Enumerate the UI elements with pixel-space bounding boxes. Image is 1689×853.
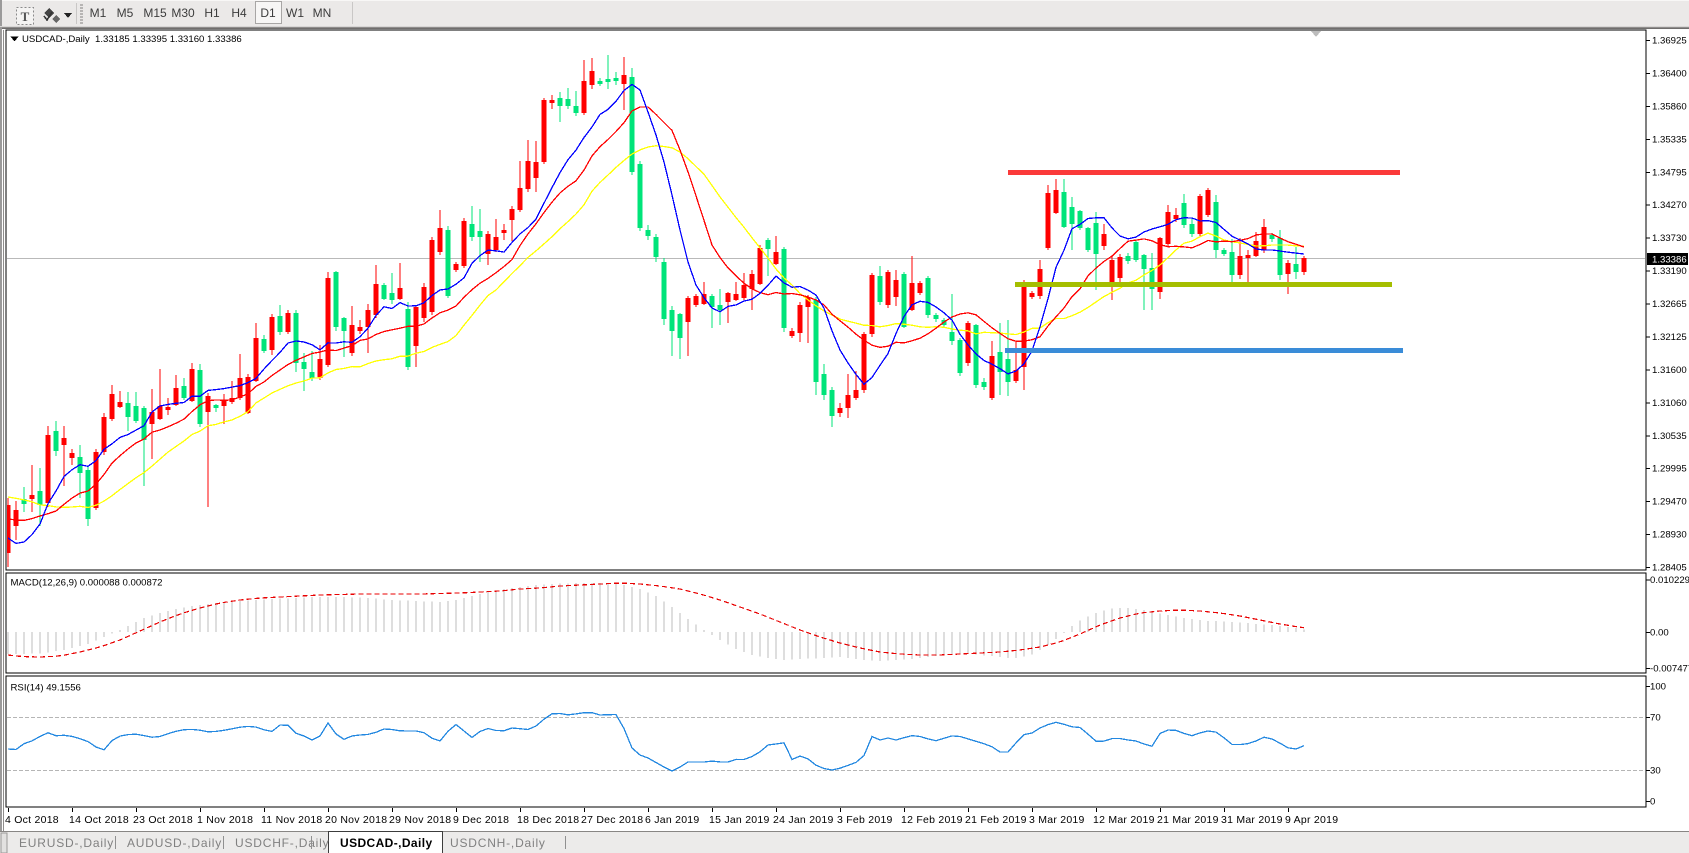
svg-text:0.010229: 0.010229 bbox=[1650, 575, 1689, 586]
svg-text:1.35860: 1.35860 bbox=[1652, 101, 1687, 112]
svg-text:30: 30 bbox=[1650, 766, 1661, 777]
svg-text:H4: H4 bbox=[231, 6, 247, 20]
svg-text:1.32665: 1.32665 bbox=[1652, 299, 1687, 310]
svg-text:D1: D1 bbox=[260, 6, 276, 20]
svg-text:T: T bbox=[21, 9, 30, 24]
svg-text:18 Dec 2018: 18 Dec 2018 bbox=[517, 814, 579, 826]
svg-text:1.33190: 1.33190 bbox=[1652, 266, 1687, 277]
svg-text:6 Jan 2019: 6 Jan 2019 bbox=[645, 814, 699, 826]
svg-text:W1: W1 bbox=[286, 6, 304, 20]
svg-text:RSI(14) 49.1556: RSI(14) 49.1556 bbox=[11, 683, 81, 694]
svg-text:1.28405: 1.28405 bbox=[1652, 563, 1687, 574]
svg-text:1.33730: 1.33730 bbox=[1652, 233, 1687, 244]
svg-text:1.32125: 1.32125 bbox=[1652, 332, 1687, 343]
svg-text:MACD(12,26,9) 0.000088 0.00087: MACD(12,26,9) 0.000088 0.000872 bbox=[11, 578, 163, 589]
svg-text:0: 0 bbox=[1650, 797, 1655, 808]
svg-text:1.34795: 1.34795 bbox=[1652, 167, 1687, 178]
svg-text:-0.007477: -0.007477 bbox=[1650, 664, 1689, 675]
svg-text:1.36400: 1.36400 bbox=[1652, 68, 1687, 79]
svg-text:1.28930: 1.28930 bbox=[1652, 530, 1687, 541]
svg-text:1 Nov 2018: 1 Nov 2018 bbox=[197, 814, 253, 826]
svg-text:M15: M15 bbox=[143, 6, 167, 20]
svg-text:USDCAD-,Daily: USDCAD-,Daily bbox=[340, 836, 433, 850]
svg-text:H1: H1 bbox=[204, 6, 220, 20]
svg-text:23 Oct 2018: 23 Oct 2018 bbox=[133, 814, 193, 826]
svg-text:9 Dec 2018: 9 Dec 2018 bbox=[453, 814, 509, 826]
svg-text:24 Jan 2019: 24 Jan 2019 bbox=[773, 814, 834, 826]
svg-text:1.33386: 1.33386 bbox=[1652, 255, 1687, 266]
svg-text:70: 70 bbox=[1650, 713, 1661, 724]
svg-text:21 Feb 2019: 21 Feb 2019 bbox=[965, 814, 1027, 826]
svg-text:MN: MN bbox=[313, 6, 332, 20]
svg-text:EURUSD-,Daily: EURUSD-,Daily bbox=[19, 836, 114, 850]
svg-text:M1: M1 bbox=[90, 6, 107, 20]
svg-text:29 Nov 2018: 29 Nov 2018 bbox=[389, 814, 451, 826]
svg-text:1.30535: 1.30535 bbox=[1652, 431, 1687, 442]
svg-text:4 Oct 2018: 4 Oct 2018 bbox=[5, 814, 59, 826]
svg-text:27 Dec 2018: 27 Dec 2018 bbox=[581, 814, 643, 826]
svg-text:12 Mar 2019: 12 Mar 2019 bbox=[1093, 814, 1155, 826]
svg-text:M30: M30 bbox=[171, 6, 195, 20]
svg-text:100: 100 bbox=[1650, 682, 1666, 693]
svg-text:15 Jan 2019: 15 Jan 2019 bbox=[709, 814, 770, 826]
svg-text:9 Apr 2019: 9 Apr 2019 bbox=[1285, 814, 1338, 826]
svg-text:12 Feb 2019: 12 Feb 2019 bbox=[901, 814, 963, 826]
svg-text:31 Mar 2019: 31 Mar 2019 bbox=[1221, 814, 1283, 826]
svg-text:3 Feb 2019: 3 Feb 2019 bbox=[837, 814, 893, 826]
svg-text:USDCAD-,Daily 1.33185 1.33395: USDCAD-,Daily 1.33185 1.33395 1.33160 1.… bbox=[22, 34, 242, 45]
svg-text:1.35335: 1.35335 bbox=[1652, 134, 1687, 145]
svg-text:1.29995: 1.29995 bbox=[1652, 464, 1687, 475]
svg-text:21 Mar 2019: 21 Mar 2019 bbox=[1157, 814, 1219, 826]
svg-text:1.31600: 1.31600 bbox=[1652, 365, 1687, 376]
svg-text:1.31060: 1.31060 bbox=[1652, 398, 1687, 409]
svg-text:1.36925: 1.36925 bbox=[1652, 36, 1687, 47]
svg-text:M5: M5 bbox=[117, 6, 134, 20]
svg-text:AUDUSD-,Daily: AUDUSD-,Daily bbox=[127, 836, 222, 850]
svg-text:1.34270: 1.34270 bbox=[1652, 200, 1687, 211]
svg-text:14 Oct 2018: 14 Oct 2018 bbox=[69, 814, 129, 826]
svg-text:1.29470: 1.29470 bbox=[1652, 497, 1687, 508]
svg-text:20 Nov 2018: 20 Nov 2018 bbox=[325, 814, 387, 826]
svg-text:11 Nov 2018: 11 Nov 2018 bbox=[261, 814, 323, 826]
svg-text:0.00: 0.00 bbox=[1650, 628, 1669, 639]
svg-text:3 Mar 2019: 3 Mar 2019 bbox=[1029, 814, 1085, 826]
svg-text:USDCNH-,Daily: USDCNH-,Daily bbox=[450, 836, 546, 850]
svg-text:USDCHF-,Daily: USDCHF-,Daily bbox=[235, 836, 329, 850]
